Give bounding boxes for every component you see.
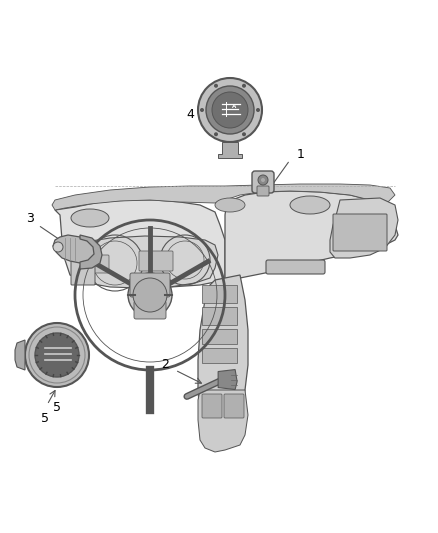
Circle shape (35, 333, 79, 377)
Polygon shape (198, 275, 248, 435)
FancyBboxPatch shape (266, 260, 325, 274)
Text: 1: 1 (297, 149, 305, 161)
FancyBboxPatch shape (202, 285, 237, 303)
Polygon shape (55, 200, 225, 288)
Circle shape (198, 78, 262, 142)
Circle shape (261, 178, 265, 182)
Circle shape (214, 132, 218, 136)
FancyBboxPatch shape (139, 251, 173, 271)
Polygon shape (53, 235, 98, 263)
Polygon shape (218, 369, 237, 390)
Ellipse shape (215, 198, 245, 212)
Circle shape (214, 84, 218, 88)
Circle shape (206, 86, 254, 134)
Polygon shape (198, 390, 248, 452)
Polygon shape (72, 236, 218, 288)
FancyBboxPatch shape (257, 186, 269, 196)
Polygon shape (52, 184, 395, 210)
FancyBboxPatch shape (202, 307, 237, 325)
Text: A: A (232, 103, 236, 109)
Polygon shape (80, 235, 102, 269)
FancyBboxPatch shape (130, 273, 170, 297)
Ellipse shape (290, 196, 330, 214)
FancyBboxPatch shape (202, 348, 237, 363)
Circle shape (242, 84, 246, 88)
Text: 3: 3 (26, 212, 34, 224)
Polygon shape (330, 198, 398, 258)
Polygon shape (15, 340, 25, 370)
FancyBboxPatch shape (333, 214, 387, 251)
Circle shape (242, 132, 246, 136)
FancyBboxPatch shape (71, 243, 95, 285)
Circle shape (258, 175, 268, 185)
Circle shape (133, 278, 167, 312)
Polygon shape (218, 142, 242, 158)
Ellipse shape (71, 209, 109, 227)
FancyBboxPatch shape (77, 255, 109, 273)
Text: 5: 5 (53, 401, 61, 414)
Circle shape (128, 273, 172, 317)
Text: 5: 5 (41, 412, 49, 425)
FancyBboxPatch shape (202, 394, 222, 418)
Circle shape (256, 108, 260, 112)
Circle shape (25, 323, 89, 387)
Circle shape (200, 108, 204, 112)
Polygon shape (225, 191, 398, 280)
Text: 2: 2 (161, 359, 169, 372)
FancyBboxPatch shape (252, 171, 274, 193)
FancyBboxPatch shape (202, 329, 237, 344)
FancyBboxPatch shape (134, 301, 166, 319)
Text: 4: 4 (186, 109, 194, 122)
Circle shape (53, 242, 63, 252)
FancyBboxPatch shape (224, 394, 244, 418)
Circle shape (212, 92, 248, 128)
